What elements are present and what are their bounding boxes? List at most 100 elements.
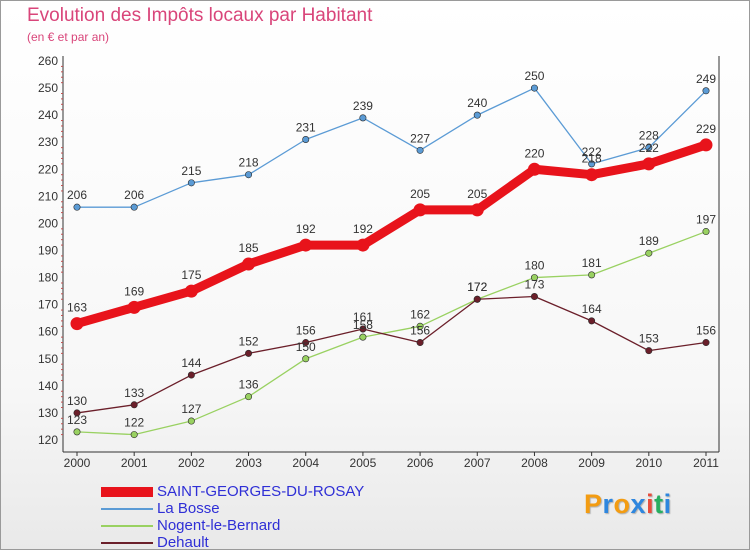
proxiti-logo: Proxiti [584,489,672,520]
data-label: 156 [296,324,316,338]
data-point [645,144,653,152]
data-label: 162 [410,307,430,321]
legend-swatch [101,542,153,544]
x-tick-label: 2008 [521,456,548,470]
y-tick-label: 120 [38,433,58,447]
logo-letter: i [663,489,672,519]
data-label: 158 [353,318,373,332]
data-point [127,300,141,314]
data-label: 249 [696,72,716,86]
data-label: 130 [67,394,87,408]
data-label: 181 [582,256,602,270]
logo-letter: r [602,489,614,519]
data-point [187,417,195,425]
legend-swatch [101,525,153,527]
y-tick-label: 200 [38,216,58,230]
data-point [73,203,81,211]
data-label: 206 [67,188,87,202]
data-point [245,393,253,401]
data-label: 122 [124,416,144,430]
x-tick-label: 2010 [635,456,662,470]
data-point [588,317,596,325]
series-line [76,230,707,436]
data-point [702,87,710,95]
data-point [645,249,653,257]
y-tick-label: 130 [38,406,58,420]
x-tick-label: 2004 [292,456,319,470]
data-point [588,160,596,168]
data-label: 133 [124,386,144,400]
data-point [187,179,195,187]
data-point [242,257,256,271]
x-tick-label: 2002 [178,456,205,470]
data-point [530,274,538,282]
x-tick-label: 2003 [235,456,262,470]
data-point [359,325,367,333]
y-tick-label: 190 [38,244,58,258]
data-point [530,84,538,92]
x-tick-label: 2007 [464,456,491,470]
data-point [302,355,310,363]
data-label: 180 [524,259,544,273]
data-label: 240 [467,96,487,110]
data-label: 215 [181,164,201,178]
legend-swatch [101,487,153,497]
logo-letter: x [630,489,647,519]
data-label: 218 [239,156,259,170]
data-label: 127 [181,402,201,416]
data-point [356,238,370,252]
data-label: 205 [467,187,487,201]
data-point [299,238,313,252]
data-point [527,162,541,176]
data-point [473,111,481,119]
data-label: 123 [67,413,87,427]
data-label: 164 [582,302,602,316]
chart-title: Evolution des Impôts locaux par Habitant [27,5,373,26]
data-label: 222 [582,145,602,159]
data-label: 156 [696,324,716,338]
data-point [130,401,138,409]
data-point [530,293,538,301]
data-point [187,371,195,379]
data-label: 197 [696,213,716,227]
data-label: 228 [639,129,659,143]
data-point [416,146,424,154]
data-label: 150 [296,340,316,354]
x-tick-label: 2000 [64,456,91,470]
data-point [359,114,367,122]
data-label: 156 [410,324,430,338]
data-point [416,339,424,347]
x-tick-label: 2009 [578,456,605,470]
legend-label: Nogent-le-Bernard [157,517,281,534]
x-tick-label: 2006 [407,456,434,470]
y-tick-label: 180 [38,271,58,285]
data-label: 231 [296,121,316,135]
data-label: 227 [410,131,430,145]
y-tick-label: 240 [38,108,58,122]
data-label: 161 [353,310,373,324]
y-tick-label: 260 [38,54,58,68]
data-point [70,317,84,331]
legend-label: Dehault [157,534,209,551]
series-points [70,84,713,439]
series-lines [72,87,711,436]
data-label: 153 [639,332,659,346]
data-label: 163 [67,301,87,315]
data-point [245,171,253,179]
data-point [642,157,656,171]
data-point [588,271,596,279]
data-label: 192 [296,222,316,236]
data-point [470,203,484,217]
logo-letter: t [654,489,664,519]
data-label: 144 [181,356,201,370]
data-point [73,409,81,417]
data-point [699,138,713,152]
y-tick-label: 140 [38,379,58,393]
data-point [302,136,310,144]
data-label: 169 [124,284,144,298]
y-tick-label: 210 [38,189,58,203]
data-label: 189 [639,234,659,248]
data-label: 229 [696,122,716,136]
data-label: 175 [181,268,201,282]
